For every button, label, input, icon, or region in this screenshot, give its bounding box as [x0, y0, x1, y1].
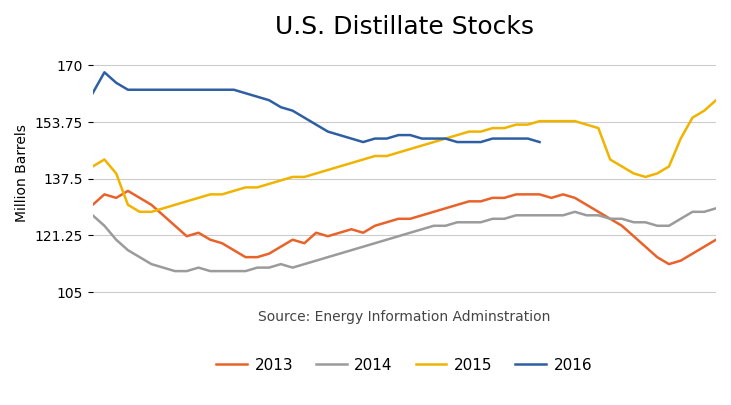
2014	[477, 220, 485, 225]
2013	[206, 237, 215, 242]
Title: U.S. Distillate Stocks: U.S. Distillate Stocks	[275, 15, 534, 39]
2016	[512, 136, 520, 141]
2016	[453, 140, 462, 145]
2013	[88, 202, 97, 207]
2014	[88, 213, 97, 218]
Y-axis label: Million Barrels: Million Barrels	[15, 124, 29, 222]
2015	[477, 129, 485, 134]
2013	[477, 199, 485, 204]
Line: 2013: 2013	[93, 191, 716, 264]
Legend: 2013, 2014, 2015, 2016: 2013, 2014, 2015, 2016	[211, 352, 599, 379]
2016	[324, 129, 333, 134]
2013	[441, 206, 450, 211]
2016	[88, 91, 97, 96]
2014	[711, 206, 720, 211]
Line: 2016: 2016	[93, 72, 539, 142]
2015	[88, 164, 97, 169]
2014	[336, 251, 344, 256]
2014	[170, 269, 179, 273]
Line: 2014: 2014	[93, 208, 716, 271]
2015	[523, 122, 532, 127]
2014	[465, 220, 474, 225]
Line: 2015: 2015	[93, 100, 716, 212]
2016	[429, 136, 438, 141]
2014	[441, 223, 450, 228]
2015	[336, 164, 344, 169]
2013	[523, 192, 532, 197]
2015	[135, 209, 144, 214]
2015	[711, 98, 720, 102]
2013	[336, 230, 344, 235]
2014	[523, 213, 532, 218]
2014	[206, 269, 215, 273]
2013	[124, 188, 132, 193]
2013	[664, 262, 673, 266]
2015	[441, 136, 450, 141]
2013	[711, 237, 720, 242]
X-axis label: Source: Energy Information Adminstration: Source: Energy Information Adminstration	[258, 310, 550, 324]
2016	[465, 140, 474, 145]
2013	[465, 199, 474, 204]
2015	[465, 129, 474, 134]
2015	[206, 192, 215, 197]
2016	[194, 87, 203, 92]
